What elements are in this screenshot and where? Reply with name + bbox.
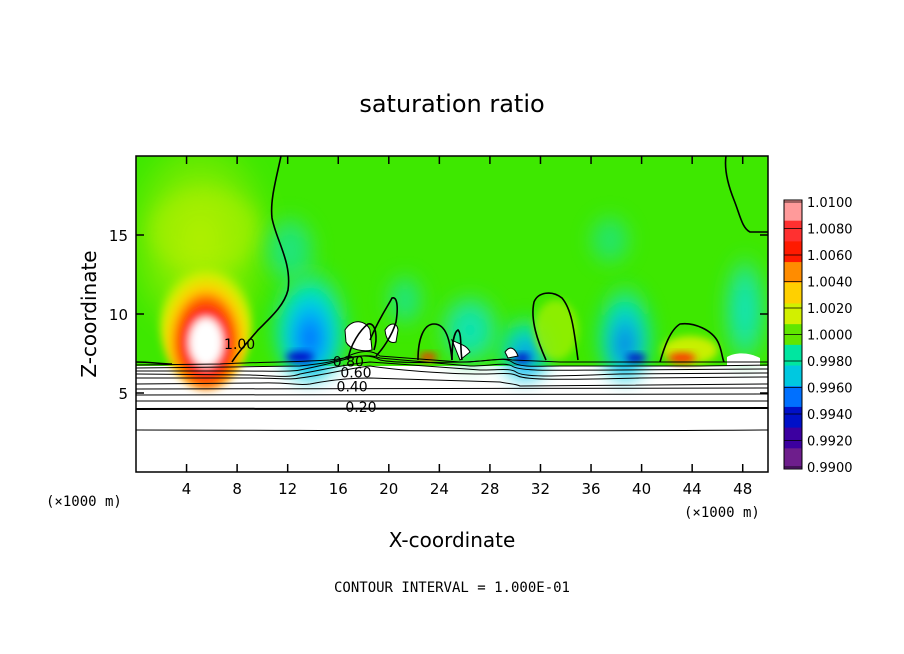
y-tick-label: 10	[109, 306, 128, 324]
colorbar-label: 0.9900	[807, 461, 853, 476]
x-tick-label: 8	[232, 480, 242, 498]
colorbar-swatch	[784, 303, 802, 325]
y-axis-label: Z-coordinate	[77, 250, 101, 377]
x-tick-label: 28	[480, 480, 499, 498]
colorbar-swatch	[784, 282, 802, 304]
colorbar-label: 1.0020	[807, 302, 853, 317]
y-tick-label: 15	[109, 227, 128, 245]
x-tick-label: 48	[733, 480, 752, 498]
colorbar-label: 1.0000	[807, 329, 853, 344]
colorbar-swatch	[784, 386, 802, 408]
x-unit-label: (×1000 m)	[46, 494, 122, 510]
colorbar-swatch	[784, 344, 802, 367]
colorbar-swatch	[784, 241, 802, 263]
x-tick-label: 44	[683, 480, 702, 498]
colorbar-label: 0.9960	[807, 382, 853, 397]
x-tick-label: 32	[531, 480, 550, 498]
contour-label: 0.60	[340, 365, 371, 381]
colorbar-swatch	[784, 406, 802, 429]
contour-1-00	[136, 156, 768, 365]
chart-title: saturation ratio	[359, 90, 544, 118]
colorbar-label: 0.9940	[807, 408, 853, 423]
x-axis-label: X-coordinate	[389, 528, 516, 552]
y-unit-label: (×1000 m)	[684, 505, 760, 521]
terrain-contours	[136, 351, 768, 432]
colorbar-swatch	[784, 365, 802, 387]
colorbar-label: 0.9980	[807, 355, 853, 370]
hot-region	[160, 254, 252, 390]
x-tick-label: 40	[632, 480, 651, 498]
contour-label: 0.80	[333, 354, 364, 370]
colorbar: 1.0100 1.0080 1.0060 1.0040 1.0020 1.0000 0.99…	[783, 196, 853, 476]
colorbar-swatch	[784, 262, 802, 284]
contour-interval-note: CONTOUR INTERVAL = 1.000E-01	[334, 580, 570, 596]
colorbar-swatch	[784, 200, 802, 222]
colorbar-swatch	[784, 427, 802, 449]
x-tick-label: 4	[182, 480, 192, 498]
colorbar-swatch	[784, 220, 802, 242]
x-tick-label: 36	[581, 480, 600, 498]
contour-label: 1.00	[224, 337, 255, 353]
colorbar-label: 0.9920	[807, 435, 853, 450]
colorbar-label: 1.0080	[807, 223, 853, 238]
y-tick-label: 5	[118, 385, 128, 403]
colorbar-label: 1.0060	[807, 249, 853, 264]
x-tick-label: 20	[379, 480, 398, 498]
colorbar-label: 1.0040	[807, 276, 853, 291]
colorbar-label: 1.0100	[807, 196, 853, 211]
contour-0-20	[136, 407, 768, 410]
y-axis: 5 10 15	[109, 227, 768, 403]
x-tick-label: 12	[278, 480, 297, 498]
contour-label: 0.20	[345, 400, 376, 416]
x-tick-label: 16	[329, 480, 348, 498]
x-axis: 4 8 12 16 20 24 28 32 36 40 44 48	[182, 156, 752, 498]
contour-labels: 1.00 0.800.600.40 0.20	[224, 337, 377, 416]
heatmap-field	[136, 156, 768, 472]
x-tick-label: 24	[430, 480, 449, 498]
contour-label: 0.40	[337, 380, 368, 396]
colorbar-swatch	[784, 448, 802, 470]
